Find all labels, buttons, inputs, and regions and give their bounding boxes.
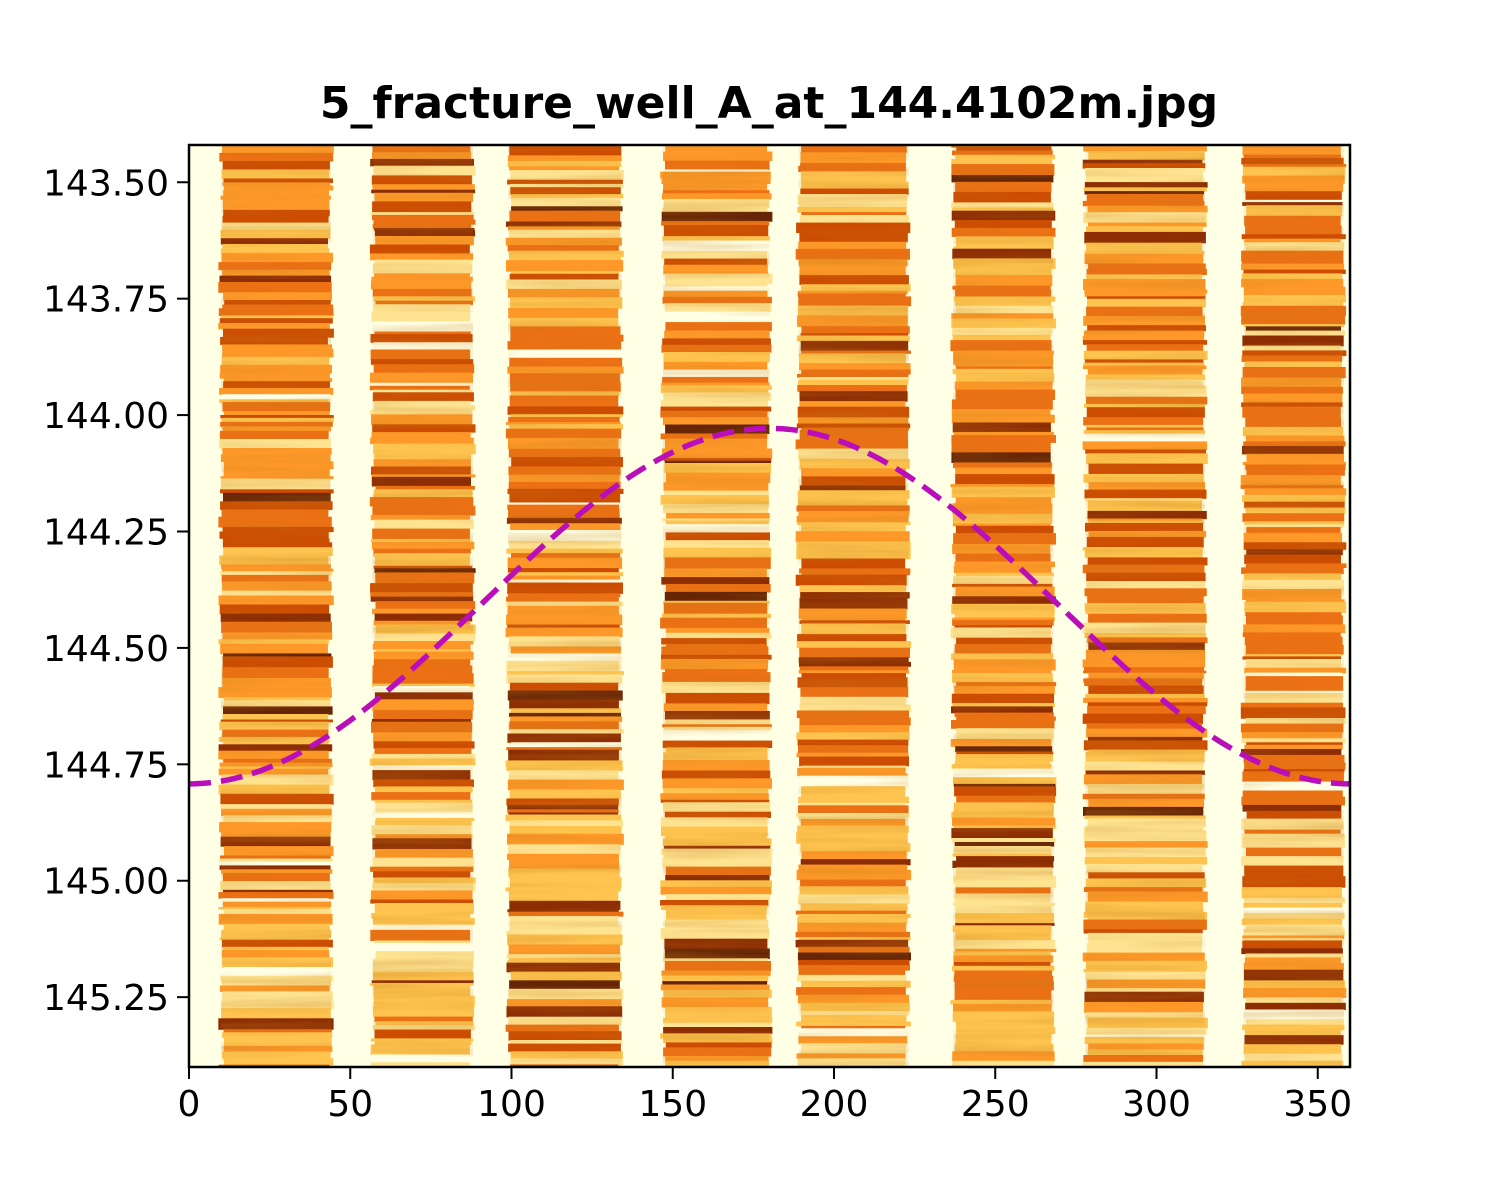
image-stripe [1240, 145, 1347, 1067]
y-tick-label: 144.25 [43, 512, 169, 553]
x-tick-label: 150 [638, 1084, 707, 1125]
y-tick-label: 145.25 [43, 978, 169, 1019]
image-stripe [660, 145, 773, 1067]
x-tick-label: 50 [327, 1084, 373, 1125]
image-stripe [218, 145, 334, 1067]
image-log-stripes [218, 145, 1347, 1067]
image-stripe [369, 145, 476, 1067]
y-tick-label: 145.00 [43, 862, 169, 903]
chart-title: 5_fracture_well_A_at_144.4102m.jpg [320, 78, 1218, 129]
y-tick-label: 144.00 [43, 396, 169, 437]
x-tick-label: 250 [961, 1084, 1030, 1125]
x-tick-label: 100 [477, 1084, 546, 1125]
y-tick-label: 144.50 [43, 629, 169, 670]
y-tick-label: 143.75 [43, 280, 169, 321]
x-tick-label: 0 [178, 1084, 201, 1125]
image-stripe [795, 145, 912, 1067]
y-tick-label: 143.50 [43, 163, 169, 204]
y-tick-label: 144.75 [43, 745, 169, 786]
image-stripe [505, 145, 624, 1067]
x-axis: 0 50 100 150 200 250 300 350 [178, 1067, 1352, 1125]
x-tick-label: 200 [800, 1084, 869, 1125]
plot-frame [187, 143, 1352, 1069]
image-stripe [1082, 145, 1208, 1067]
x-tick-label: 300 [1122, 1084, 1191, 1125]
x-tick-label: 350 [1283, 1084, 1352, 1125]
y-axis: 143.50 143.75 144.00 144.25 144.50 144.75 145.… [43, 163, 189, 1019]
image-stripe [950, 145, 1057, 1067]
